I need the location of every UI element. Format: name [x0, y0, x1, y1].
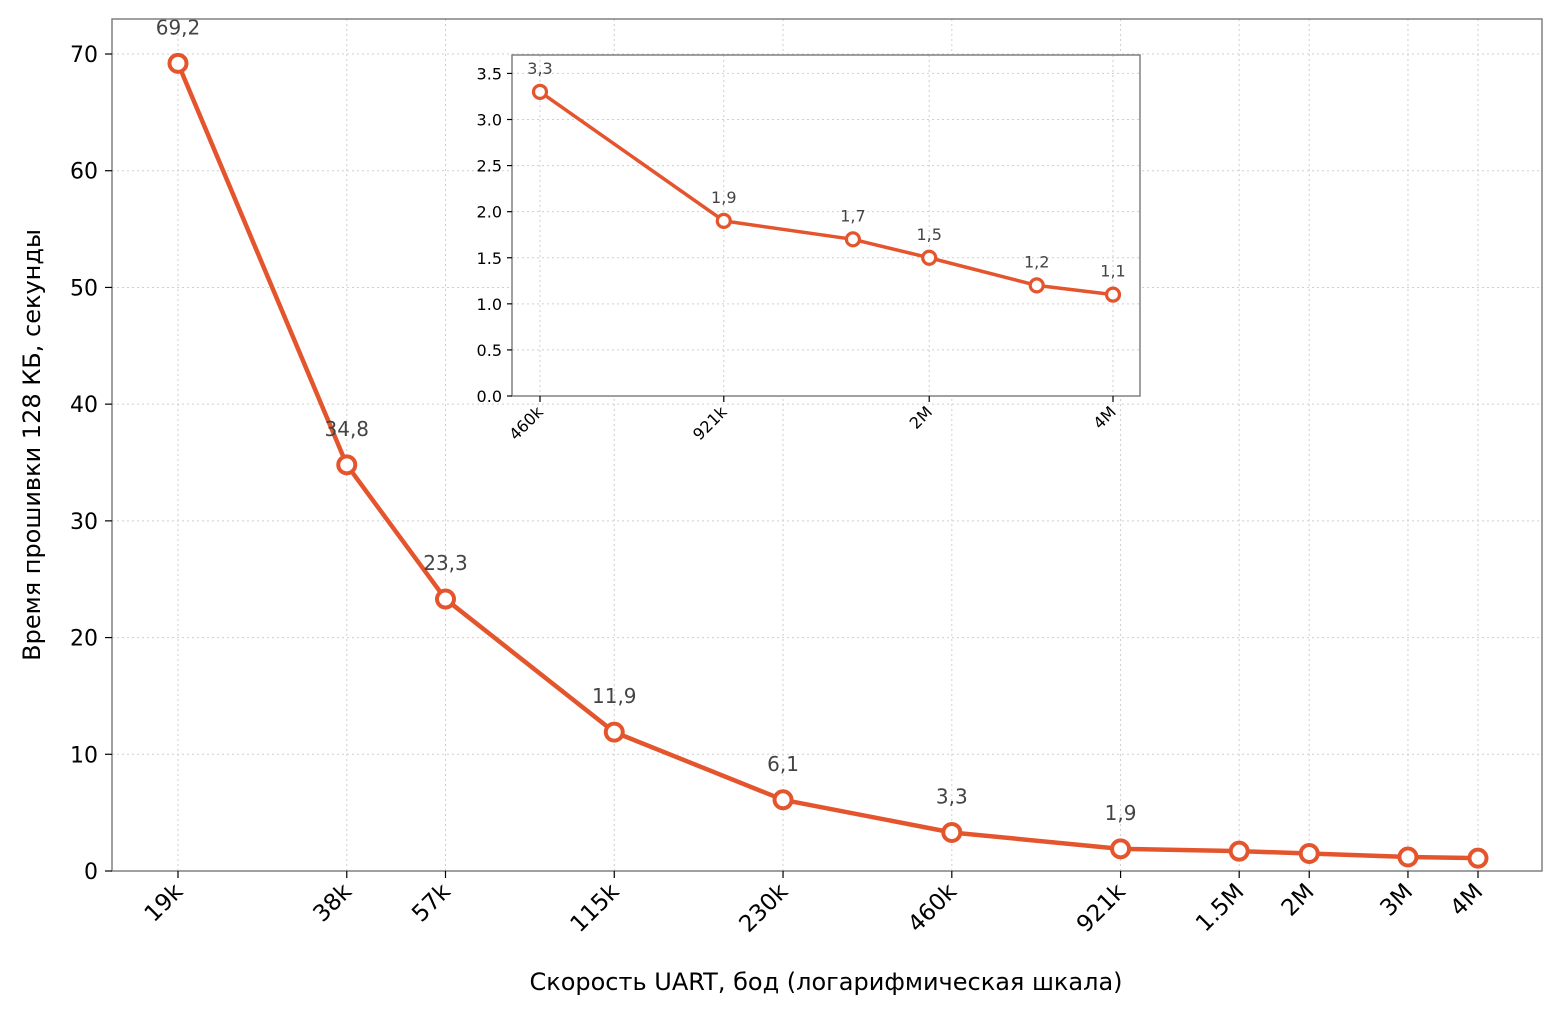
main-x-tick-label: 460k: [903, 878, 962, 937]
inset-background: [512, 55, 1140, 396]
inset-data-point: [715, 212, 732, 229]
inset-y-tick-label: 2.0: [477, 203, 502, 222]
inset-series-line: [538, 90, 1114, 297]
main-x-tick-label: 19k: [140, 878, 189, 927]
main-x-tick-label: 1.5M: [1191, 879, 1249, 937]
main-data-point: [772, 789, 794, 811]
inset-x-tick-label: 460k: [505, 402, 547, 444]
inset-x-tick-label: 2M: [906, 402, 936, 432]
main-y-tick-label: 20: [70, 627, 98, 652]
main-data-point: [434, 588, 456, 610]
inset-x-tick-label: 4M: [1089, 402, 1119, 432]
main-y-tick-label: 60: [70, 160, 98, 185]
main-y-tick-label: 50: [70, 276, 98, 301]
inset-y-tick-label: 1.0: [477, 295, 502, 314]
main-data-label: 11,9: [592, 684, 637, 708]
main-data-point: [1228, 840, 1250, 862]
main-data-point: [1298, 842, 1320, 864]
main-x-tick-label: 115k: [566, 878, 625, 937]
main-y-tick-label: 40: [70, 393, 98, 418]
inset-y-tick-label: 3.5: [477, 64, 502, 83]
main-data-label: 6,1: [767, 752, 799, 776]
inset-plot-frame: [511, 54, 1141, 397]
inset-data-point: [1028, 277, 1045, 294]
inset-data-label: 3,3: [527, 59, 552, 78]
inset-data-point: [844, 231, 862, 248]
main-data-point: [336, 454, 358, 476]
inset-data-label: 1,9: [711, 188, 736, 207]
inset-y-tick-label: 3.0: [477, 111, 502, 130]
main-y-tick-label: 70: [70, 43, 98, 68]
inset-y-tick-label: 0.0: [477, 387, 502, 406]
main-x-tick-label: 57k: [407, 878, 456, 927]
main-data-point: [167, 52, 189, 74]
main-x-tick-label: 4M: [1445, 879, 1488, 922]
inset-data-label: 1,7: [840, 206, 865, 225]
main-data-label: 34,8: [325, 417, 370, 441]
main-data-point: [1110, 838, 1132, 860]
y-axis-label: Время прошивки 128 КБ, секунды: [18, 229, 46, 661]
main-data-label: 23,3: [423, 551, 468, 575]
main-grid: [112, 19, 1542, 872]
inset-x-tick-label: 921k: [689, 402, 731, 444]
main-y-tick-label: 30: [70, 510, 98, 535]
inset-data-point: [1104, 286, 1122, 303]
main-plot-frame: [111, 18, 1543, 872]
main-data-point: [603, 721, 625, 743]
inset-data-label: 1,5: [916, 225, 941, 244]
main-data-point: [941, 821, 963, 843]
inset-data-label: 1,2: [1024, 252, 1049, 271]
main-y-tick-label: 10: [70, 743, 98, 768]
main-data-point: [1397, 846, 1419, 868]
inset-y-tick-label: 1.5: [477, 249, 502, 268]
inset-data-point: [531, 83, 549, 100]
main-series: 69,234,823,311,96,13,31,9: [156, 15, 1489, 869]
inset-series: 3,3 1,9 1,7 1,5 1,2 1,1: [527, 59, 1126, 303]
inset-data-label: 1,1: [1100, 262, 1125, 281]
main-x-tick-label: 38k: [309, 878, 358, 927]
main-x-tick-label: 3M: [1375, 879, 1418, 922]
inset-y-tick-label: 0.5: [477, 341, 502, 360]
main-data-label: 3,3: [936, 784, 968, 808]
x-axis-label: Скорость UART, бод (логарифмическая шкал…: [529, 968, 1122, 996]
inset-data-point: [921, 249, 938, 266]
inset-y-tick-label: 2.5: [477, 157, 502, 176]
main-y-tick-label: 0: [84, 860, 98, 885]
main-data-label: 1,9: [1105, 801, 1137, 825]
main-x-tick-label: 921k: [1072, 878, 1131, 937]
main-x-tick-label: 2M: [1277, 879, 1320, 922]
main-x-tick-label: 230k: [734, 878, 793, 937]
main-data-point: [1467, 847, 1489, 869]
